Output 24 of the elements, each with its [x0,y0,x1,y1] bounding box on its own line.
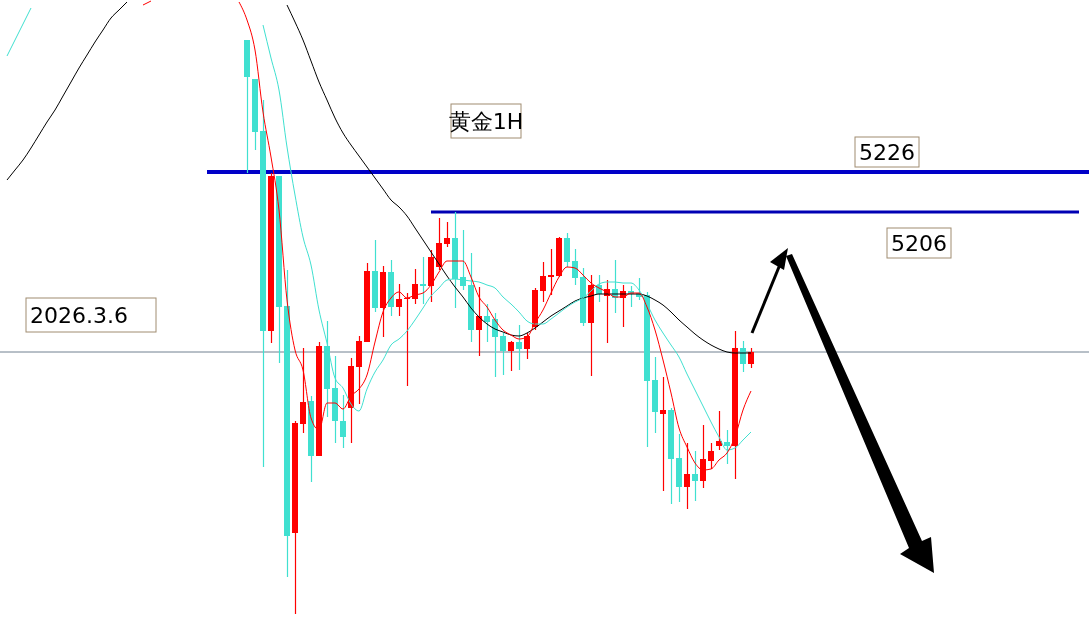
candlestick [516,324,522,371]
candlestick [444,221,450,248]
annotation: 黄金1H [448,109,524,134]
candlestick [300,347,306,434]
candlestick [572,248,578,286]
candlestick [548,248,554,296]
candlestick [436,217,442,271]
ref-line-label: 5226 [859,140,915,165]
candlestick [660,376,666,492]
candlestick [540,261,546,303]
candlestick [484,303,490,343]
candlestick [396,283,402,317]
candlestick [412,268,418,305]
candlestick [340,394,346,449]
candlestick [692,450,698,502]
annotation: 2026.3.6 [30,303,128,328]
ref-line-label: 5206 [891,231,947,256]
candlestick [748,347,754,369]
candlestick [420,256,426,305]
candlestick [500,332,506,376]
candlestick [524,332,530,360]
candlestick [508,340,514,372]
candlestick [476,286,482,357]
candlestick [564,232,570,268]
